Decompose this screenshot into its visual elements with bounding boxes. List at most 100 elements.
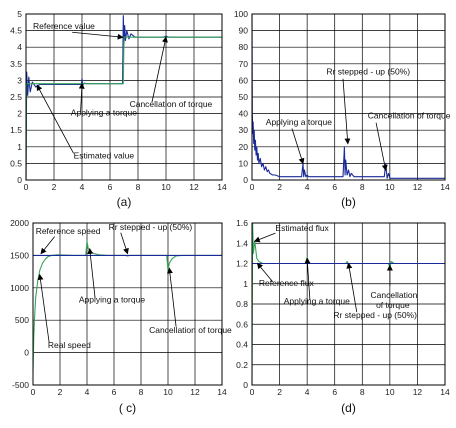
plot-frame [32,222,223,386]
y-tick-label: 0.4 [236,340,248,350]
panel-caption: (d) [341,401,356,415]
y-tick-label: 0 [243,380,248,390]
annotation-arrow [120,232,129,255]
x-tick-label: 12 [189,182,199,192]
annotation-arrow [375,122,388,172]
y-tick-label: 1.5 [10,125,22,135]
y-tick-label: 5 [17,9,22,19]
y-tick-label: 1 [243,279,248,289]
annotation-arrow [78,82,85,112]
annotation-arrow [342,78,351,145]
x-tick-label: 4 [85,387,90,397]
y-tick-label: 100 [234,9,248,19]
annotation-label: Cancellation of torque [149,325,232,335]
plot-frame [251,222,446,386]
y-tick-label: 1.2 [236,259,248,269]
x-tick-label: 12 [413,182,423,192]
annotation-arrow [291,128,305,165]
annotation-label: Reference speed [36,226,101,236]
y-tick-label: 0 [17,175,22,185]
y-tick-label: 4.5 [10,26,22,36]
annotation-arrow [37,273,50,343]
x-tick-label: 0 [24,182,29,192]
x-tick-label: 8 [360,387,365,397]
annotation-label: Rr stepped - up (50%) [109,222,193,232]
annotation-arrow [151,36,168,103]
x-tick-label: 14 [217,387,227,397]
panel-caption: (b) [341,195,356,209]
y-tick-label: 0.5 [10,158,22,168]
chart-b: 0 2 4 6 8 10 12 14 0 10 20 30 40 50 60 70 80 90 100 (b) Rr s… [234,9,451,209]
y-tick-label: 30 [239,125,249,135]
x-tick-label: 2 [277,387,282,397]
x-tick-label: 12 [190,387,200,397]
x-tick-label: 6 [112,387,117,397]
annotation-arrow [346,262,358,313]
y-tick-label: 80 [239,42,249,52]
x-tick-label: 14 [217,182,227,192]
annotation-label: Applying a torque [266,117,332,127]
y-tick-label: 1000 [10,283,29,293]
y-tick-label: 1.6 [236,218,248,228]
y-tick-label: 1.4 [236,238,248,248]
annotation-label: Estimated value [74,150,135,160]
annotation-arrow [166,267,177,327]
x-tick-label: 8 [139,387,144,397]
x-tick-label: 14 [440,387,450,397]
annotation-arrow [40,236,55,255]
x-tick-label: 12 [413,387,423,397]
y-tick-label: 3 [17,75,22,85]
y-tick-label: 0.2 [236,360,248,370]
x-tick-label: 4 [80,182,85,192]
annotation-arrow [87,247,96,299]
x-tick-label: 8 [360,182,365,192]
annotation-arrow [256,262,273,282]
x-tick-label: 10 [385,387,395,397]
x-tick-label: 0 [31,387,36,397]
x-tick-label: 6 [108,182,113,192]
y-tick-label: -500 [12,380,29,390]
annotation-arrow [72,31,124,40]
y-tick-label: 500 [15,315,29,325]
y-tick-label: 0 [24,348,29,358]
x-tick-label: 2 [52,182,57,192]
y-tick-label: 2000 [10,218,29,228]
x-tick-label: 8 [136,182,141,192]
y-tick-label: 0 [243,175,248,185]
y-tick-label: 20 [239,142,249,152]
annotation-label: of torque [376,300,410,310]
annotation-label: Reference value [33,21,95,31]
y-tick-label: 60 [239,75,249,85]
plot-frame [251,13,446,181]
panel-caption: ( c) [119,401,136,415]
annotation-label: Estimated flux [275,223,329,233]
x-tick-label: 10 [385,182,395,192]
x-tick-label: 4 [305,182,310,192]
annotation-label: Rr stepped - up (50%) [326,67,410,77]
x-tick-label: 2 [277,182,282,192]
annotation-label: Cancellation [371,290,418,300]
annotation-label: Cancellation of torque [368,111,451,121]
annotation-label: Applying a torque [284,296,350,306]
x-tick-label: 6 [332,182,337,192]
y-tick-label: 70 [239,59,249,69]
chart-d: 0 2 4 6 8 10 12 14 0 0.2 0.4 0.6 0.8 1 1.2 1.4 1.6 (d) Est… [236,218,450,415]
x-tick-label: 14 [440,182,450,192]
annotation-arrow [36,84,74,154]
x-tick-label: 10 [163,387,173,397]
x-tick-label: 0 [250,387,255,397]
annotation-label: Reference flux [259,278,315,288]
y-tick-label: 3.5 [10,59,22,69]
panel-caption: (a) [117,195,132,209]
y-tick-label: 40 [239,109,249,119]
annotation-label: Applying a torque [71,107,137,117]
y-tick-label: 2.5 [10,92,22,102]
y-tick-label: 90 [239,26,249,36]
y-tick-label: 50 [239,92,249,102]
annotation-arrow [304,257,311,300]
x-tick-label: 6 [332,387,337,397]
y-tick-label: 1 [17,142,22,152]
x-tick-label: 4 [305,387,310,397]
